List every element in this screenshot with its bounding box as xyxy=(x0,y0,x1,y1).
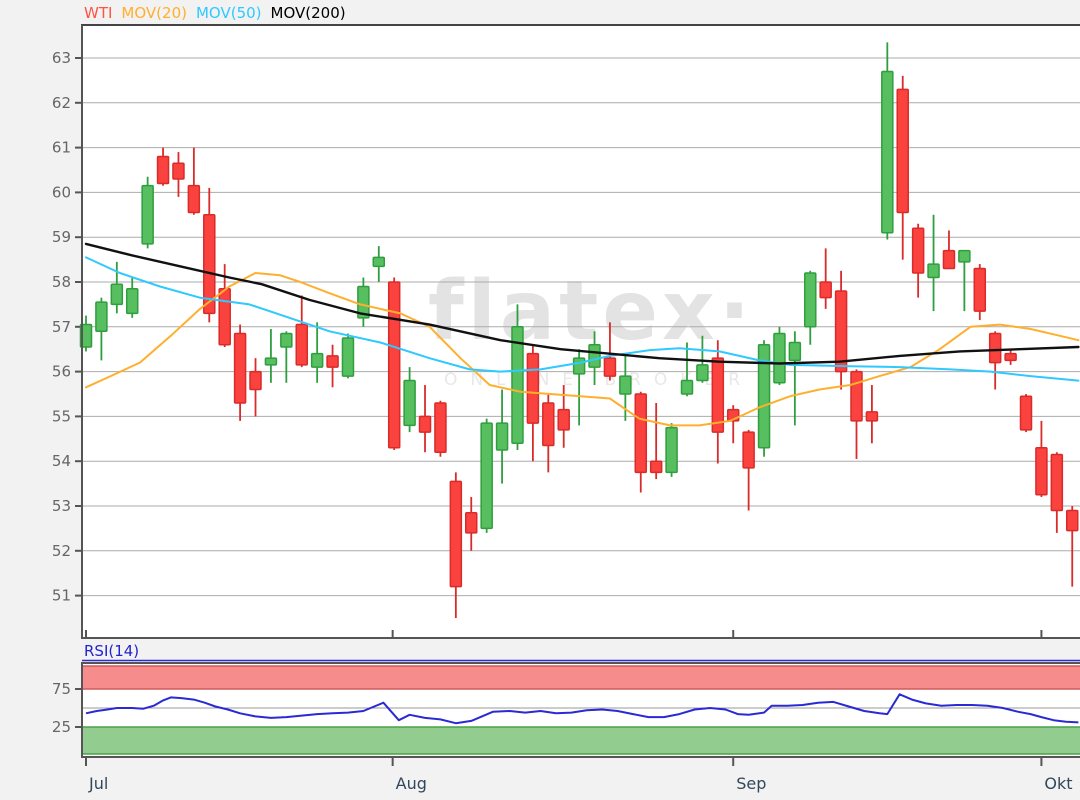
price-plot-area xyxy=(82,25,1080,638)
candle-body xyxy=(680,379,694,395)
candle-body xyxy=(218,287,231,346)
y-axis-label: 53 xyxy=(52,497,71,515)
candle-body xyxy=(850,370,863,422)
candle-body xyxy=(526,352,540,424)
candle-body xyxy=(434,402,447,453)
watermark-logo: flatex· xyxy=(428,264,754,359)
rsi-axis-label: 75 xyxy=(52,680,71,698)
candle-body xyxy=(973,267,987,312)
candle-body xyxy=(233,332,247,404)
candle-body xyxy=(125,287,139,315)
legend-item-wti: WTI xyxy=(84,4,113,22)
mov200-line xyxy=(84,242,1080,365)
candle-body xyxy=(387,281,401,449)
legend-item-mov20: MOV(20) xyxy=(121,4,187,22)
y-axis-label: 56 xyxy=(52,363,71,381)
y-axis-label: 60 xyxy=(52,183,71,201)
candle-body xyxy=(110,283,124,306)
candle-body xyxy=(557,408,570,431)
candle-body xyxy=(141,184,154,245)
candle-body xyxy=(572,357,586,375)
candle-body xyxy=(172,162,185,180)
x-axis-label: Okt xyxy=(1044,774,1072,793)
x-axis-label: Aug xyxy=(396,774,427,793)
candle-body xyxy=(310,352,324,368)
candle-body xyxy=(896,88,909,214)
y-axis-label: 51 xyxy=(52,587,71,605)
candle-body xyxy=(865,411,879,422)
y-axis-label: 54 xyxy=(52,452,71,470)
rsi-line xyxy=(85,693,1079,725)
candle-body xyxy=(449,480,463,588)
candle-body xyxy=(1035,447,1048,496)
candle-body xyxy=(634,393,648,474)
candle-body xyxy=(511,326,524,445)
candle-body xyxy=(711,357,725,433)
candle-body xyxy=(1019,395,1033,431)
candle-body xyxy=(619,375,632,395)
candle-body xyxy=(465,511,478,534)
candle-body xyxy=(1065,509,1079,532)
price-legend: WTI MOV(20) MOV(50) MOV(200) xyxy=(84,3,346,23)
candle-body xyxy=(280,332,293,348)
candle-body xyxy=(804,272,817,328)
y-axis-label: 62 xyxy=(52,94,71,112)
candle-body xyxy=(788,341,802,362)
mov20-line xyxy=(85,272,1080,427)
candle-body xyxy=(958,249,971,263)
y-axis-label: 55 xyxy=(52,407,71,425)
candle-body xyxy=(295,323,308,366)
y-axis-label: 63 xyxy=(52,49,71,67)
candle-body xyxy=(988,332,1002,364)
candle-body xyxy=(341,337,355,377)
candle-body xyxy=(1050,453,1064,512)
candle-body xyxy=(203,214,216,315)
candle-body xyxy=(588,343,601,368)
rsi-oversold-band xyxy=(83,727,1080,754)
y-axis-label: 52 xyxy=(52,542,71,560)
candle-body xyxy=(542,402,555,447)
candle-body xyxy=(649,460,663,474)
candle-body xyxy=(757,343,771,449)
x-axis-label: Jul xyxy=(88,774,108,793)
candle-body xyxy=(834,290,848,373)
candle-body xyxy=(264,357,278,366)
candle-body xyxy=(603,357,617,377)
y-axis-label: 59 xyxy=(52,228,71,246)
x-axis-label: Sep xyxy=(736,774,766,793)
rsi-overbought-band xyxy=(83,666,1080,689)
candle-body xyxy=(773,332,786,384)
candle-body xyxy=(95,301,108,333)
candle-body xyxy=(249,370,262,391)
candle-body xyxy=(819,281,832,299)
candle-body xyxy=(495,422,509,451)
candle-body xyxy=(372,256,386,268)
candle-body xyxy=(403,379,416,427)
candle-body xyxy=(326,355,339,368)
rsi-legend: RSI(14) xyxy=(84,642,140,660)
candle-body xyxy=(927,263,940,279)
candle-body xyxy=(79,323,93,348)
candle-body xyxy=(187,184,201,214)
candle-body xyxy=(665,426,678,474)
legend-item-mov50: MOV(50) xyxy=(195,4,262,22)
candle-body xyxy=(742,431,755,469)
rsi-axis-label: 25 xyxy=(52,718,71,736)
candle-body xyxy=(881,70,894,234)
legend-item-mov200: MOV(200) xyxy=(270,4,346,22)
candle-body xyxy=(357,285,370,319)
candle-body xyxy=(156,155,170,185)
candle-body xyxy=(696,364,709,382)
y-axis-label: 61 xyxy=(52,139,71,157)
candle-body xyxy=(911,227,925,274)
candle-body xyxy=(1004,352,1017,362)
candle-body xyxy=(418,415,432,433)
candle-body xyxy=(942,249,956,270)
candle-body xyxy=(480,422,493,530)
y-axis-label: 57 xyxy=(52,318,71,336)
mov50-line xyxy=(85,256,1080,382)
y-axis-label: 58 xyxy=(52,273,71,291)
